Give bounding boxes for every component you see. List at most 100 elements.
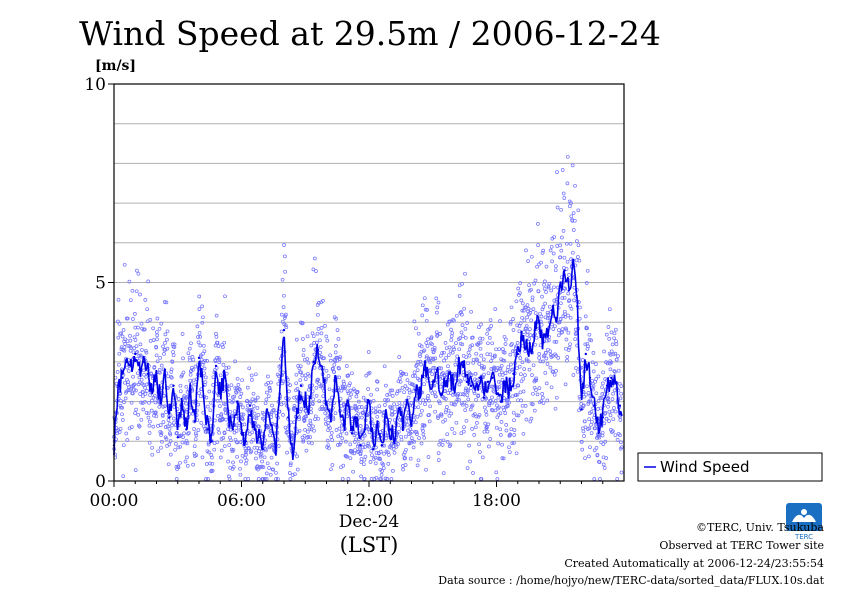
sample-point xyxy=(316,416,321,421)
series-data-point xyxy=(189,388,192,391)
sample-point xyxy=(390,406,395,410)
sample-point xyxy=(450,350,455,355)
sample-point xyxy=(207,389,212,394)
sample-point xyxy=(172,420,176,425)
sample-point xyxy=(307,373,312,378)
series-line-segment xyxy=(446,373,450,388)
sample-point xyxy=(424,341,429,345)
sample-point xyxy=(548,248,553,253)
sample-point xyxy=(464,418,469,423)
sample-point xyxy=(345,414,350,419)
legend: Wind Speed xyxy=(637,452,823,482)
sample-point xyxy=(353,448,357,453)
sample-point xyxy=(435,310,439,315)
sample-point xyxy=(534,335,539,340)
series-line-segment xyxy=(422,366,425,379)
sample-point xyxy=(587,426,592,431)
sample-point xyxy=(137,424,142,429)
sample-point xyxy=(226,459,230,464)
sample-point xyxy=(566,348,571,352)
sample-point xyxy=(338,433,343,437)
series-data-point xyxy=(550,309,553,312)
sample-point xyxy=(319,383,324,388)
sample-point xyxy=(619,384,624,388)
sample-point xyxy=(412,370,417,375)
sample-point xyxy=(602,421,607,426)
series-line-segment xyxy=(323,378,327,406)
sample-point xyxy=(531,363,536,368)
sample-point xyxy=(519,379,524,384)
sample-point xyxy=(171,416,176,421)
sample-point xyxy=(337,375,342,380)
sample-point xyxy=(438,332,442,336)
sample-point xyxy=(308,435,312,439)
series-line-segment xyxy=(335,377,339,393)
sample-point xyxy=(215,440,220,445)
series-line-segment xyxy=(411,412,415,416)
series-line-segment xyxy=(314,355,317,365)
sample-point xyxy=(567,273,571,277)
sample-point xyxy=(163,341,167,345)
sample-point xyxy=(129,400,134,405)
sample-point xyxy=(205,404,210,409)
sample-point xyxy=(568,241,573,246)
sample-point xyxy=(537,386,542,390)
sample-point xyxy=(392,402,396,407)
sample-point xyxy=(558,317,563,322)
series-data-point xyxy=(346,404,349,407)
sample-point xyxy=(530,298,535,303)
series-line-segment xyxy=(280,352,283,375)
sample-point xyxy=(188,372,193,377)
sample-point xyxy=(470,427,474,431)
series-line-segment xyxy=(379,439,383,443)
sample-point xyxy=(510,342,514,346)
sample-point xyxy=(446,364,450,369)
sample-point xyxy=(233,386,238,390)
series-line-segment xyxy=(356,417,360,431)
sample-point xyxy=(267,466,271,470)
sample-point xyxy=(416,360,420,364)
sample-point xyxy=(307,427,312,432)
sample-point xyxy=(349,392,353,397)
sample-point xyxy=(231,399,236,403)
sample-point xyxy=(540,395,545,400)
sample-point xyxy=(356,399,361,404)
x-axis-date-label: Dec-24 xyxy=(339,512,400,532)
sample-point xyxy=(598,477,602,481)
sample-point xyxy=(448,391,453,395)
sample-point xyxy=(482,365,487,369)
sample-point xyxy=(543,279,547,284)
series-line-segment xyxy=(360,433,364,437)
sample-point xyxy=(536,289,541,294)
sample-point xyxy=(299,407,304,411)
series-data-point xyxy=(197,356,201,360)
series-line-segment xyxy=(383,416,386,442)
sample-point xyxy=(167,442,172,447)
series-data-point xyxy=(542,340,545,344)
sample-point xyxy=(503,411,508,416)
series-line-segment xyxy=(255,428,258,444)
sample-point xyxy=(253,372,258,377)
sample-point xyxy=(469,309,473,314)
series-line-segment xyxy=(147,363,150,378)
sample-point xyxy=(476,341,481,345)
sample-point xyxy=(168,432,173,437)
sample-point xyxy=(216,414,220,418)
sample-point xyxy=(505,404,510,408)
sample-point xyxy=(135,350,140,354)
sample-point xyxy=(280,277,285,282)
sample-point xyxy=(318,345,323,349)
series-line-segment xyxy=(501,381,505,403)
series-line-segment xyxy=(131,366,134,372)
sample-point xyxy=(593,426,598,431)
sample-point xyxy=(403,434,408,439)
sample-point xyxy=(486,371,491,376)
sample-point xyxy=(142,327,147,332)
sample-point xyxy=(304,448,309,453)
sample-point xyxy=(138,292,142,297)
sample-point xyxy=(266,425,271,430)
sample-point xyxy=(564,267,569,271)
sample-point xyxy=(590,360,595,365)
series-line-segment xyxy=(288,431,292,445)
series-line-segment xyxy=(561,270,565,285)
